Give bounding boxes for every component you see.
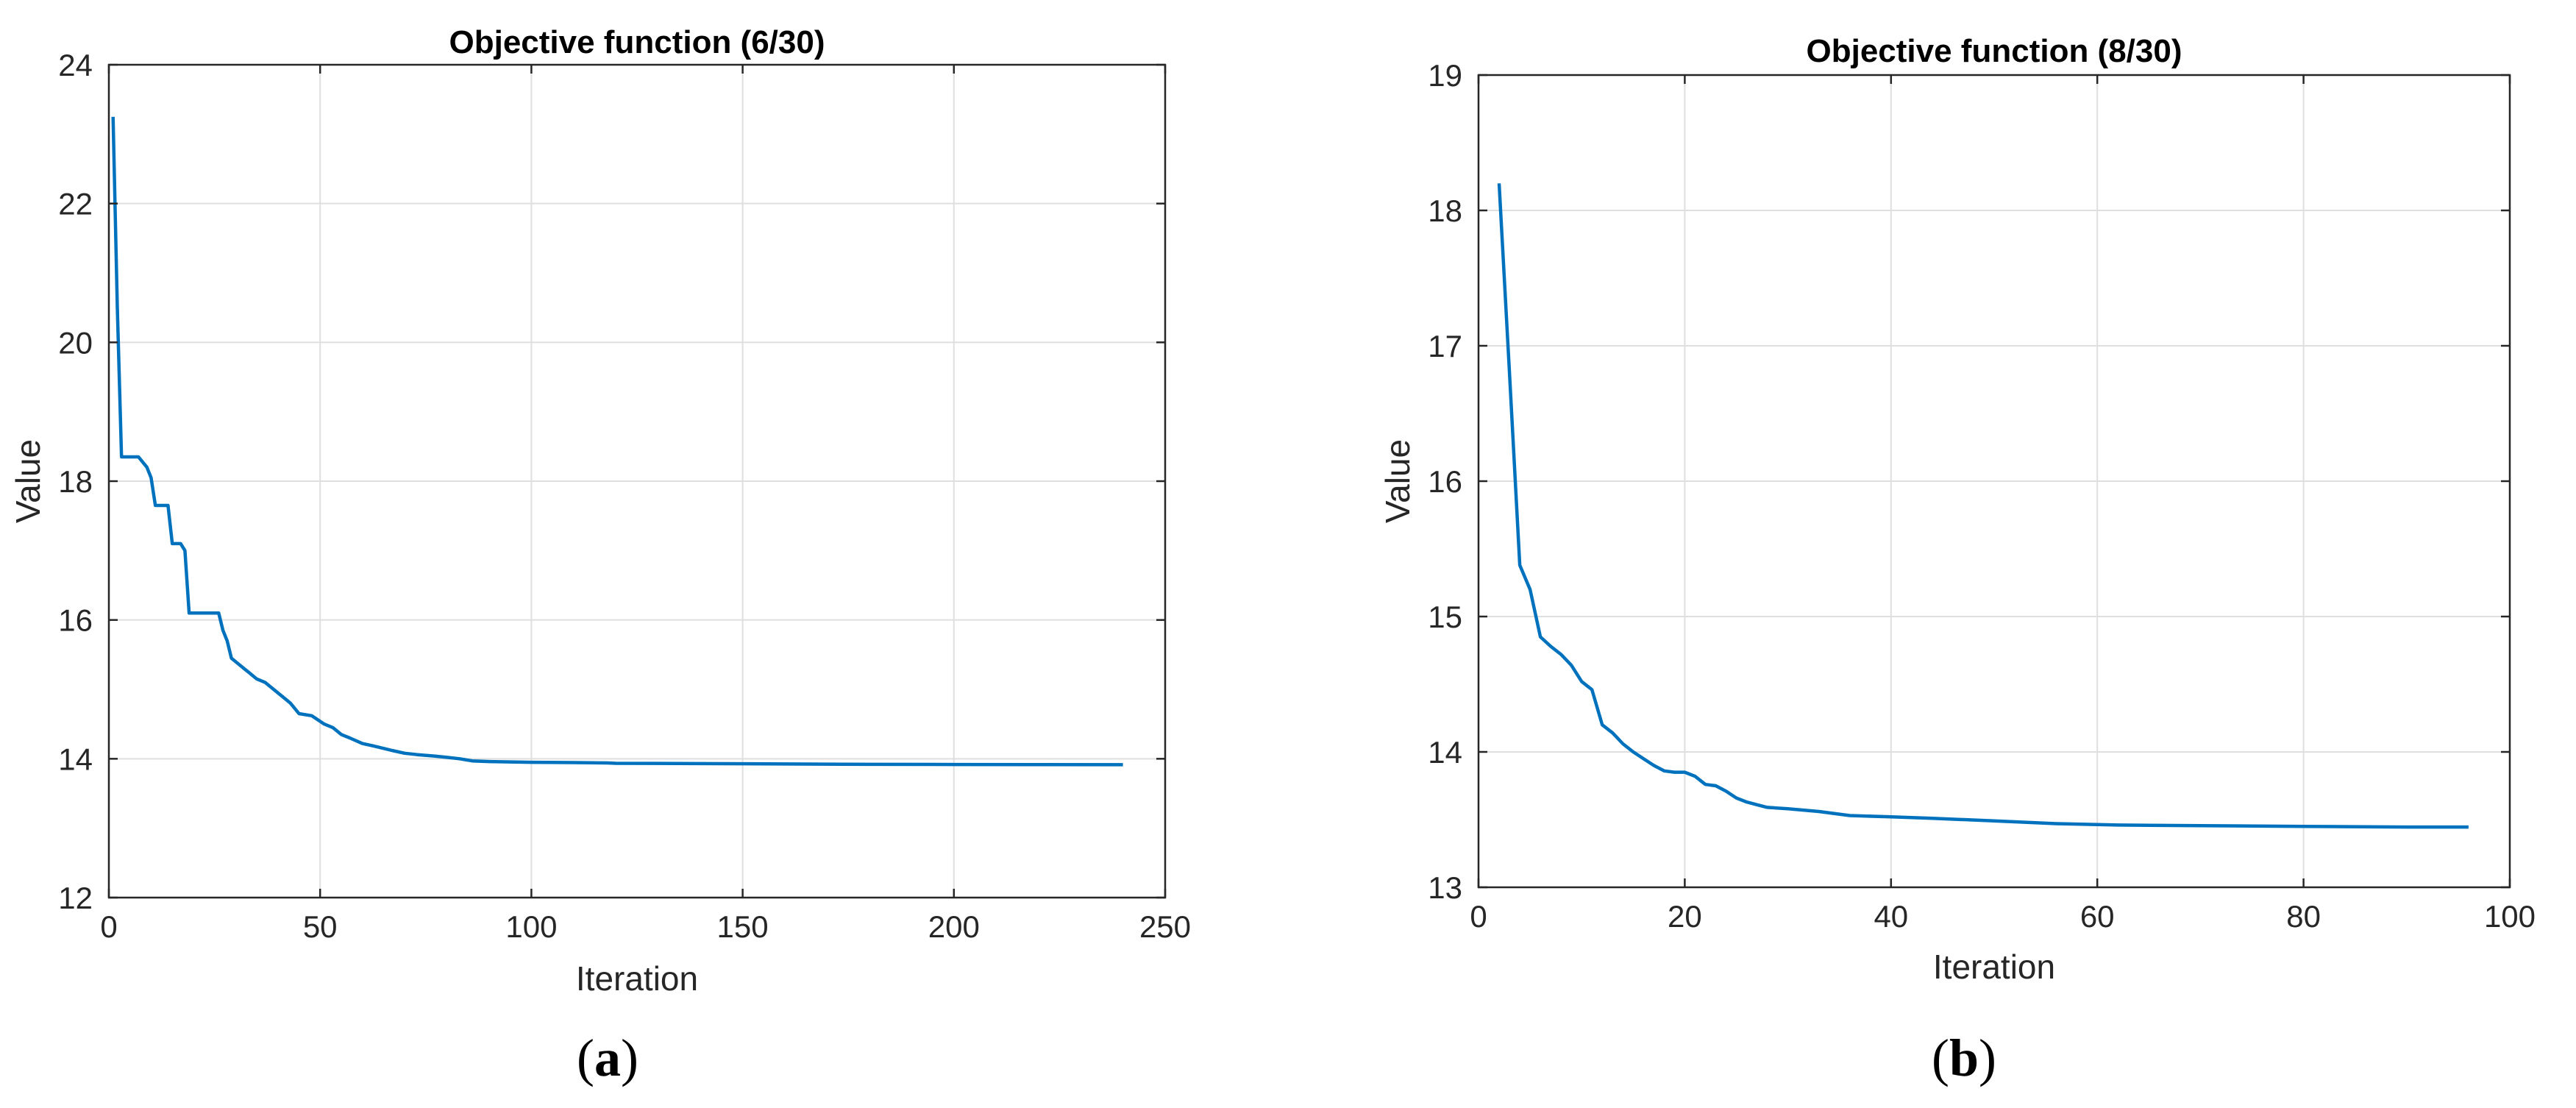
- plot-area: 0 20 40 60 80 100 13 14 15 16 17 18 19: [1428, 58, 2536, 934]
- x-axis-label: Iteration: [576, 959, 698, 998]
- y-tick-label: 14: [1428, 735, 1462, 770]
- y-axis-label: Value: [1378, 439, 1417, 523]
- chart-title: Objective function (8/30): [1807, 33, 2182, 69]
- x-tick-label: 20: [1668, 899, 1702, 934]
- chart-panel-b: 0 20 40 60 80 100 13 14 15 16 17 18 19 Objective fun…: [1378, 33, 2536, 1087]
- panel-letter: b: [1949, 1029, 1979, 1087]
- plot-area: 0 50 100 150 200 250 12 14 16 18 20 22 24: [58, 48, 1191, 944]
- x-tick-label: 0: [100, 909, 117, 944]
- series-line: [111, 116, 1123, 767]
- chart-title: Objective function (6/30): [449, 24, 825, 60]
- x-tick-label: 0: [1470, 899, 1487, 934]
- x-tick-label: 40: [1874, 899, 1908, 934]
- x-tick-label: 150: [717, 909, 769, 944]
- y-tick-label: 16: [58, 603, 93, 638]
- x-tick-label: 250: [1139, 909, 1191, 944]
- panel-letter: a: [594, 1029, 621, 1087]
- x-tick-label: 50: [303, 909, 338, 944]
- y-axis-label: Value: [9, 439, 47, 523]
- y-tick-label: 17: [1428, 329, 1462, 363]
- y-tick-label: 12: [58, 881, 93, 915]
- x-tick-label: 200: [928, 909, 980, 944]
- x-tick-label: 80: [2286, 899, 2321, 934]
- y-tick-label: 15: [1428, 600, 1462, 634]
- series-line: [1497, 183, 2469, 829]
- y-tick-label: 13: [1428, 870, 1462, 905]
- y-tick-label: 22: [58, 187, 93, 221]
- x-tick-label: 100: [505, 909, 557, 944]
- y-tick-label: 19: [1428, 58, 1462, 93]
- y-tick-label: 18: [58, 464, 93, 499]
- y-tick-label: 20: [58, 325, 93, 360]
- x-axis-label: Iteration: [1933, 948, 2055, 986]
- panel-label: (b): [1932, 1029, 1996, 1087]
- y-tick-label: 16: [1428, 464, 1462, 499]
- x-tick-label: 100: [2484, 899, 2536, 934]
- panel-label: (a): [577, 1029, 638, 1087]
- y-tick-label: 14: [58, 742, 93, 776]
- chart-panel-a: 0 50 100 150 200 250 12 14 16 18 20 22 24 Objective …: [9, 24, 1191, 1087]
- x-tick-label: 60: [2080, 899, 2115, 934]
- y-tick-label: 24: [58, 48, 93, 82]
- y-tick-label: 18: [1428, 193, 1462, 228]
